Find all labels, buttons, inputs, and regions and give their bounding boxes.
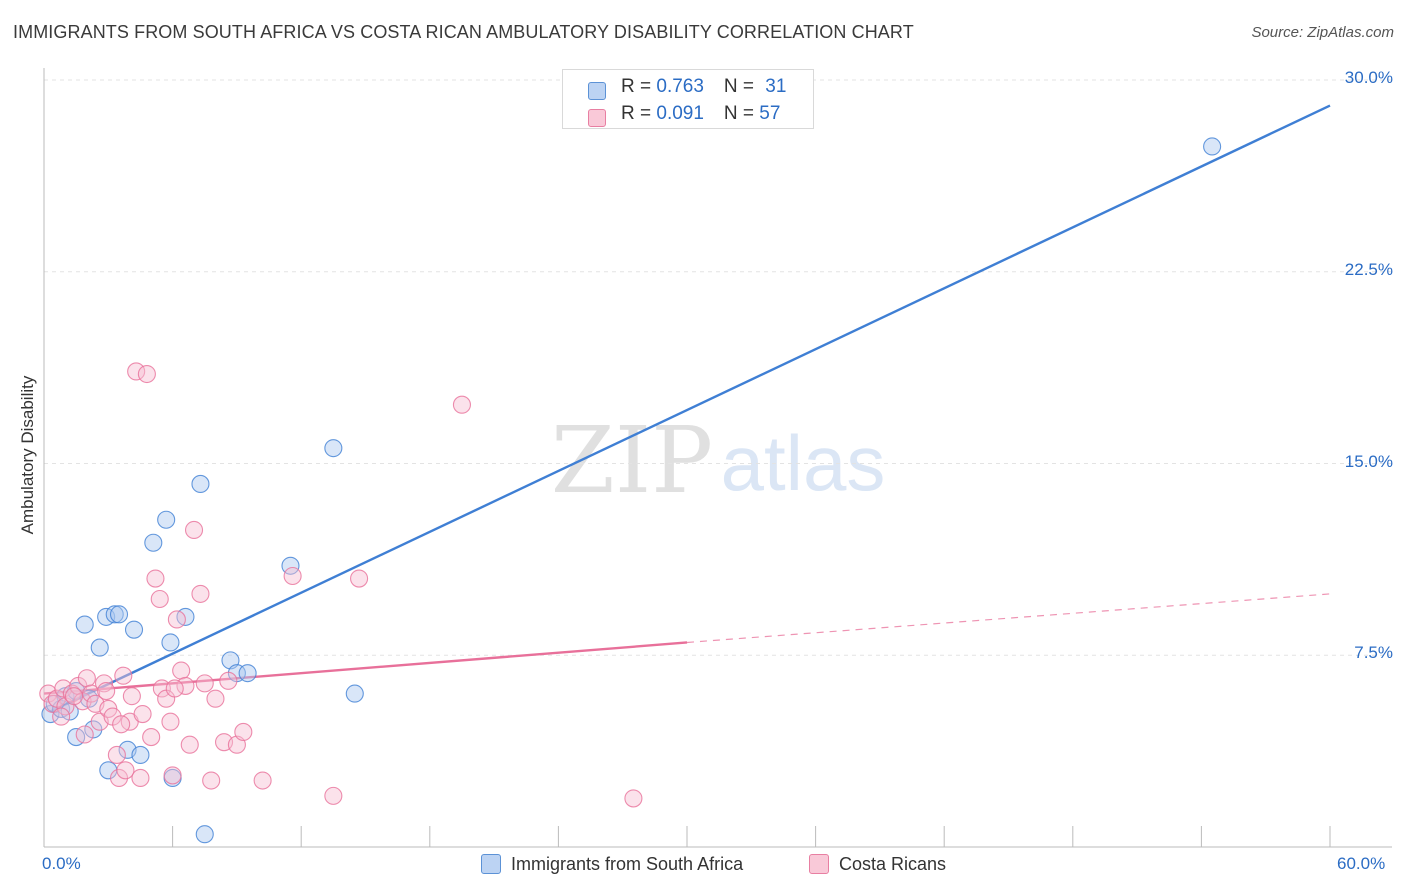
- point-south-africa: [144, 533, 163, 552]
- point-costa-ricans: [109, 768, 129, 788]
- y-tick-label: 7.5%: [1354, 643, 1393, 663]
- point-south-africa: [157, 510, 176, 529]
- point-costa-ricans: [167, 610, 186, 629]
- point-south-africa: [75, 615, 94, 634]
- point-costa-ricans: [452, 395, 472, 414]
- chart-title: IMMIGRANTS FROM SOUTH AFRICA VS COSTA RI…: [13, 22, 914, 42]
- point-south-africa: [238, 664, 257, 683]
- point-south-africa: [90, 638, 109, 657]
- point-costa-ricans: [165, 679, 184, 698]
- point-costa-ricans: [127, 362, 146, 381]
- point-costa-ricans: [172, 661, 191, 680]
- legend-swatch-costa-ricans: [809, 854, 829, 874]
- watermark: ZIP atlas: [551, 407, 885, 514]
- point-costa-ricans: [137, 364, 156, 384]
- point-south-africa: [195, 825, 214, 844]
- point-costa-ricans: [114, 666, 133, 685]
- legend-row-pink: R = 0.091 N = 57: [588, 101, 781, 127]
- point-costa-ricans: [253, 771, 272, 790]
- point-costa-ricans: [163, 766, 182, 785]
- point-south-africa: [131, 745, 150, 765]
- legend-pink-n-label: N =: [723, 103, 760, 124]
- point-costa-ricans: [624, 789, 643, 808]
- point-south-africa: [191, 474, 210, 494]
- point-costa-ricans: [122, 687, 141, 706]
- point-south-africa: [124, 620, 144, 639]
- legend-row-blue: R = 0.763 N = 31: [588, 74, 787, 100]
- point-costa-ricans: [112, 715, 131, 734]
- point-south-africa: [1203, 137, 1222, 156]
- point-costa-ricans: [206, 689, 225, 708]
- y-tick-label: 30.0%: [1344, 68, 1393, 87]
- y-tick-label: 15.0%: [1344, 451, 1393, 471]
- point-costa-ricans: [161, 712, 180, 731]
- point-costa-ricans: [234, 722, 253, 742]
- point-costa-ricans: [195, 674, 214, 693]
- point-costa-ricans: [142, 728, 161, 747]
- point-costa-ricans: [52, 707, 71, 726]
- axes: [43, 68, 1392, 848]
- point-costa-ricans: [97, 681, 116, 701]
- legend-blue-r-label: R =: [621, 76, 657, 97]
- legend-item-south-africa[interactable]: Immigrants from South Africa: [481, 853, 743, 875]
- watermark-zip: ZIP: [551, 407, 713, 514]
- legend-label-south-africa: Immigrants from South Africa: [511, 853, 744, 874]
- point-costa-ricans: [350, 569, 369, 588]
- point-costa-ricans: [107, 745, 126, 765]
- point-south-africa: [161, 633, 180, 652]
- point-costa-ricans: [219, 671, 238, 690]
- source-label: Source: ZipAtlas.com: [1251, 24, 1394, 41]
- point-costa-ricans: [131, 768, 150, 788]
- legend-blue-n-value: 31: [765, 76, 787, 97]
- legend-blue-n-label: N =: [723, 76, 760, 97]
- point-costa-ricans: [150, 589, 169, 609]
- point-costa-ricans: [283, 566, 302, 586]
- point-costa-ricans: [176, 676, 195, 695]
- point-south-africa: [105, 605, 124, 624]
- point-costa-ricans: [64, 687, 84, 706]
- data-points: [39, 137, 1222, 844]
- point-costa-ricans: [146, 569, 165, 588]
- x-tick-min: 0.0%: [42, 854, 81, 873]
- point-costa-ricans: [133, 705, 152, 724]
- legend-label-costa-ricans: Costa Ricans: [839, 853, 947, 874]
- legend-blue-r-value: 0.763: [656, 76, 704, 97]
- legend-pink-r-label: R =: [621, 103, 657, 124]
- trend-line-costa-ricans: [686, 593, 1331, 644]
- legend-pink-n-value: 57: [759, 103, 781, 124]
- point-costa-ricans: [184, 520, 204, 540]
- point-costa-ricans: [75, 725, 94, 744]
- point-costa-ricans: [116, 761, 135, 780]
- point-costa-ricans: [180, 735, 199, 754]
- point-costa-ricans: [77, 669, 96, 688]
- legend-item-costa-ricans[interactable]: Costa Ricans: [809, 853, 946, 875]
- point-south-africa: [109, 605, 129, 624]
- point-costa-ricans: [191, 584, 210, 603]
- point-costa-ricans: [152, 679, 171, 698]
- point-costa-ricans: [94, 674, 114, 693]
- legend-swatch-south-africa: [481, 854, 501, 874]
- point-costa-ricans: [202, 771, 221, 790]
- gridlines: [44, 79, 1392, 656]
- correlation-legend: R = 0.763 N = 31 R = 0.091 N = 57: [562, 69, 814, 129]
- y-tick-label: 22.5%: [1344, 259, 1393, 279]
- legend-swatch-blue: [588, 82, 606, 100]
- trend-line-costa-ricans: [43, 641, 688, 695]
- point-costa-ricans: [324, 786, 343, 805]
- point-south-africa: [324, 439, 343, 458]
- point-south-africa: [345, 684, 364, 703]
- x-tick-max: 60.0%: [1337, 854, 1386, 873]
- trend-lines: [43, 104, 1331, 713]
- trend-line-south-africa: [49, 104, 1331, 713]
- legend-pink-r-value: 0.091: [656, 103, 704, 124]
- point-south-africa: [84, 720, 103, 739]
- legend-swatch-pink: [588, 109, 606, 127]
